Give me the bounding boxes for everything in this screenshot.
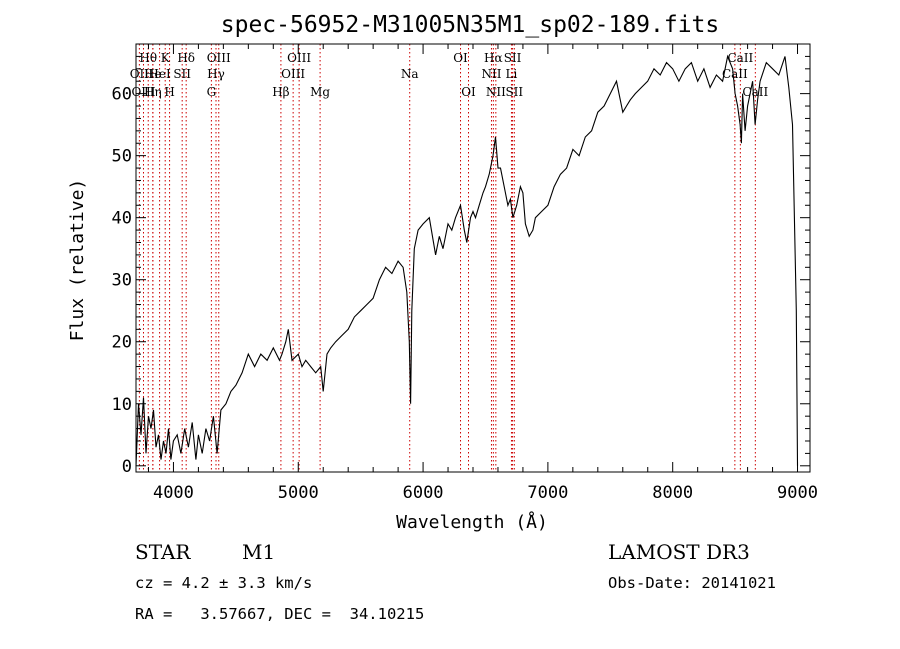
marker-label-1: OII [130, 67, 150, 81]
y-tick-label-5: 50 [112, 147, 132, 167]
x-axis-label: Wavelength (Å) [396, 511, 548, 533]
y-tick-label-4: 40 [112, 209, 132, 229]
marker-label-2: OIII [131, 85, 155, 99]
marker-label-25: SII [505, 85, 523, 99]
marker-label-17: Na [401, 67, 419, 81]
y-axis-label: Flux (relative) [67, 179, 88, 342]
marker-label-6: HeI [148, 67, 171, 81]
marker-label-0: Hθ [139, 51, 157, 65]
axis-ticks [136, 44, 810, 472]
spectrum-line [135, 54, 799, 466]
marker-label-11: Hγ [207, 67, 225, 81]
marker-label-21: NII [481, 67, 501, 81]
redshift-cz: cz = 4.2 ± 3.3 km/s [135, 574, 312, 592]
marker-label-15: OIII [287, 51, 311, 65]
marker-label-24: Li [506, 67, 518, 81]
object-subclass: M1 [242, 540, 275, 564]
marker-label-19: OI [461, 85, 476, 99]
x-tick-label-1: 5000 [278, 483, 319, 503]
marker-label-13: Hβ [272, 85, 289, 99]
marker-label-12: G [207, 85, 217, 99]
marker-label-7: H [164, 85, 174, 99]
chart-title: spec-56952-M31005N35M1_sp02-189.fits [221, 12, 720, 38]
tick-labels: 4000 5000 6000 7000 8000 9000 0 10 20 30 40 50 60 [112, 85, 818, 503]
object-type: STAR [135, 540, 191, 564]
marker-labels: Hθ OII OIII He Hη K HeI H SII Hδ OIII Hγ G Hβ OIII OIII… [130, 51, 769, 99]
survey-name: LAMOST DR3 [608, 540, 750, 564]
x-tick-label-3: 7000 [527, 483, 568, 503]
marker-label-23: SII [504, 51, 522, 65]
x-tick-label-4: 8000 [652, 483, 693, 503]
y-tick-label-3: 30 [112, 271, 132, 291]
y-tick-label-1: 10 [112, 395, 132, 415]
y-tick-label-2: 20 [112, 333, 132, 353]
plot-frame [135, 43, 811, 473]
marker-label-28: CaII [742, 85, 768, 99]
marker-label-27: CaII [727, 51, 753, 65]
marker-label-18: OI [453, 51, 468, 65]
marker-label-5: K [161, 51, 171, 65]
x-tick-label-0: 4000 [153, 483, 194, 503]
marker-label-4: Hη [144, 85, 162, 99]
y-tick-label-0: 0 [122, 457, 132, 477]
marker-label-14: OIII [281, 67, 305, 81]
x-tick-label-2: 6000 [403, 483, 444, 503]
marker-label-10: OIII [207, 51, 231, 65]
marker-label-26: CaII [722, 67, 748, 81]
coordinates: RA = 3.57667, DEC = 34.10215 [135, 605, 424, 623]
marker-label-9: Hδ [177, 51, 195, 65]
marker-label-8: SII [173, 67, 191, 81]
x-tick-label-5: 9000 [777, 483, 818, 503]
marker-label-20: Hα [484, 51, 503, 65]
obs-date: Obs-Date: 20141021 [608, 574, 776, 592]
marker-label-22: NII [486, 85, 506, 99]
y-tick-label-6: 60 [112, 85, 132, 105]
marker-label-3: He [144, 67, 162, 81]
marker-label-16: Mg [310, 85, 330, 99]
line-markers [138, 44, 756, 472]
